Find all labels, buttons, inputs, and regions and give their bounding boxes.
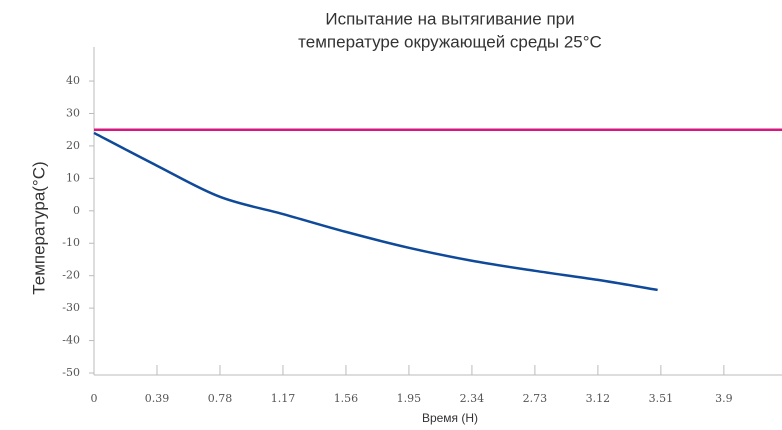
line-series — [93, 131, 658, 292]
x-axis-label: Время (H) — [422, 411, 478, 425]
y-tick-label: 40 — [66, 74, 80, 87]
y-tick-label: 10 — [66, 171, 80, 184]
chart-title: Испытание на вытягивание при — [325, 9, 574, 28]
x-tick-label: 2.34 — [460, 392, 485, 405]
x-tick-label: 1.56 — [334, 392, 359, 405]
x-tick-label: 2.73 — [523, 392, 548, 405]
x-tick-label: 3.12 — [586, 392, 611, 405]
y-tick-label: -30 — [62, 301, 80, 314]
x-tick-label: 1.95 — [397, 392, 422, 405]
x-tick-label: 3.9 — [715, 392, 733, 405]
y-axis-label: Температура(°C) — [29, 161, 48, 294]
x-tick-label: 0 — [91, 392, 98, 405]
chart-title: температуре окружающей среды 25°C — [298, 32, 602, 51]
y-tick-label: 0 — [73, 204, 80, 217]
y-tick-label: -40 — [62, 334, 80, 347]
x-tick-label: 3.51 — [649, 392, 674, 405]
y-tick-label: 20 — [66, 139, 80, 152]
y-tick-label: -10 — [62, 236, 80, 249]
y-tick-label: -50 — [62, 366, 80, 379]
y-tick-label: 30 — [66, 106, 80, 119]
y-tick-label: -20 — [62, 269, 80, 282]
x-tick-label: 1.17 — [271, 392, 296, 405]
x-tick-label: 0.78 — [208, 392, 233, 405]
x-tick-label: 0.39 — [145, 392, 170, 405]
